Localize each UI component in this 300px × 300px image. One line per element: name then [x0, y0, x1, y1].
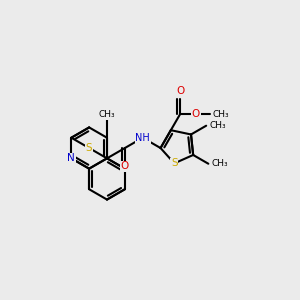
Text: CH₃: CH₃ — [99, 110, 115, 119]
Text: O: O — [191, 109, 200, 119]
Text: N: N — [68, 153, 75, 163]
Text: NH: NH — [135, 133, 150, 143]
Text: CH₃: CH₃ — [213, 110, 230, 118]
Text: O: O — [121, 161, 129, 171]
Text: O: O — [176, 86, 184, 96]
Text: S: S — [86, 143, 92, 153]
Text: S: S — [171, 158, 178, 168]
Text: CH₃: CH₃ — [211, 159, 228, 168]
Text: CH₃: CH₃ — [209, 121, 226, 130]
